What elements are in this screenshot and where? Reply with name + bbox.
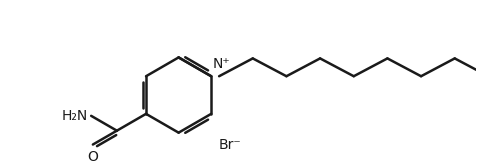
Text: Br⁻: Br⁻ xyxy=(219,138,241,152)
Text: O: O xyxy=(87,151,98,164)
Text: H₂N: H₂N xyxy=(62,109,88,123)
Text: N⁺: N⁺ xyxy=(212,57,230,71)
